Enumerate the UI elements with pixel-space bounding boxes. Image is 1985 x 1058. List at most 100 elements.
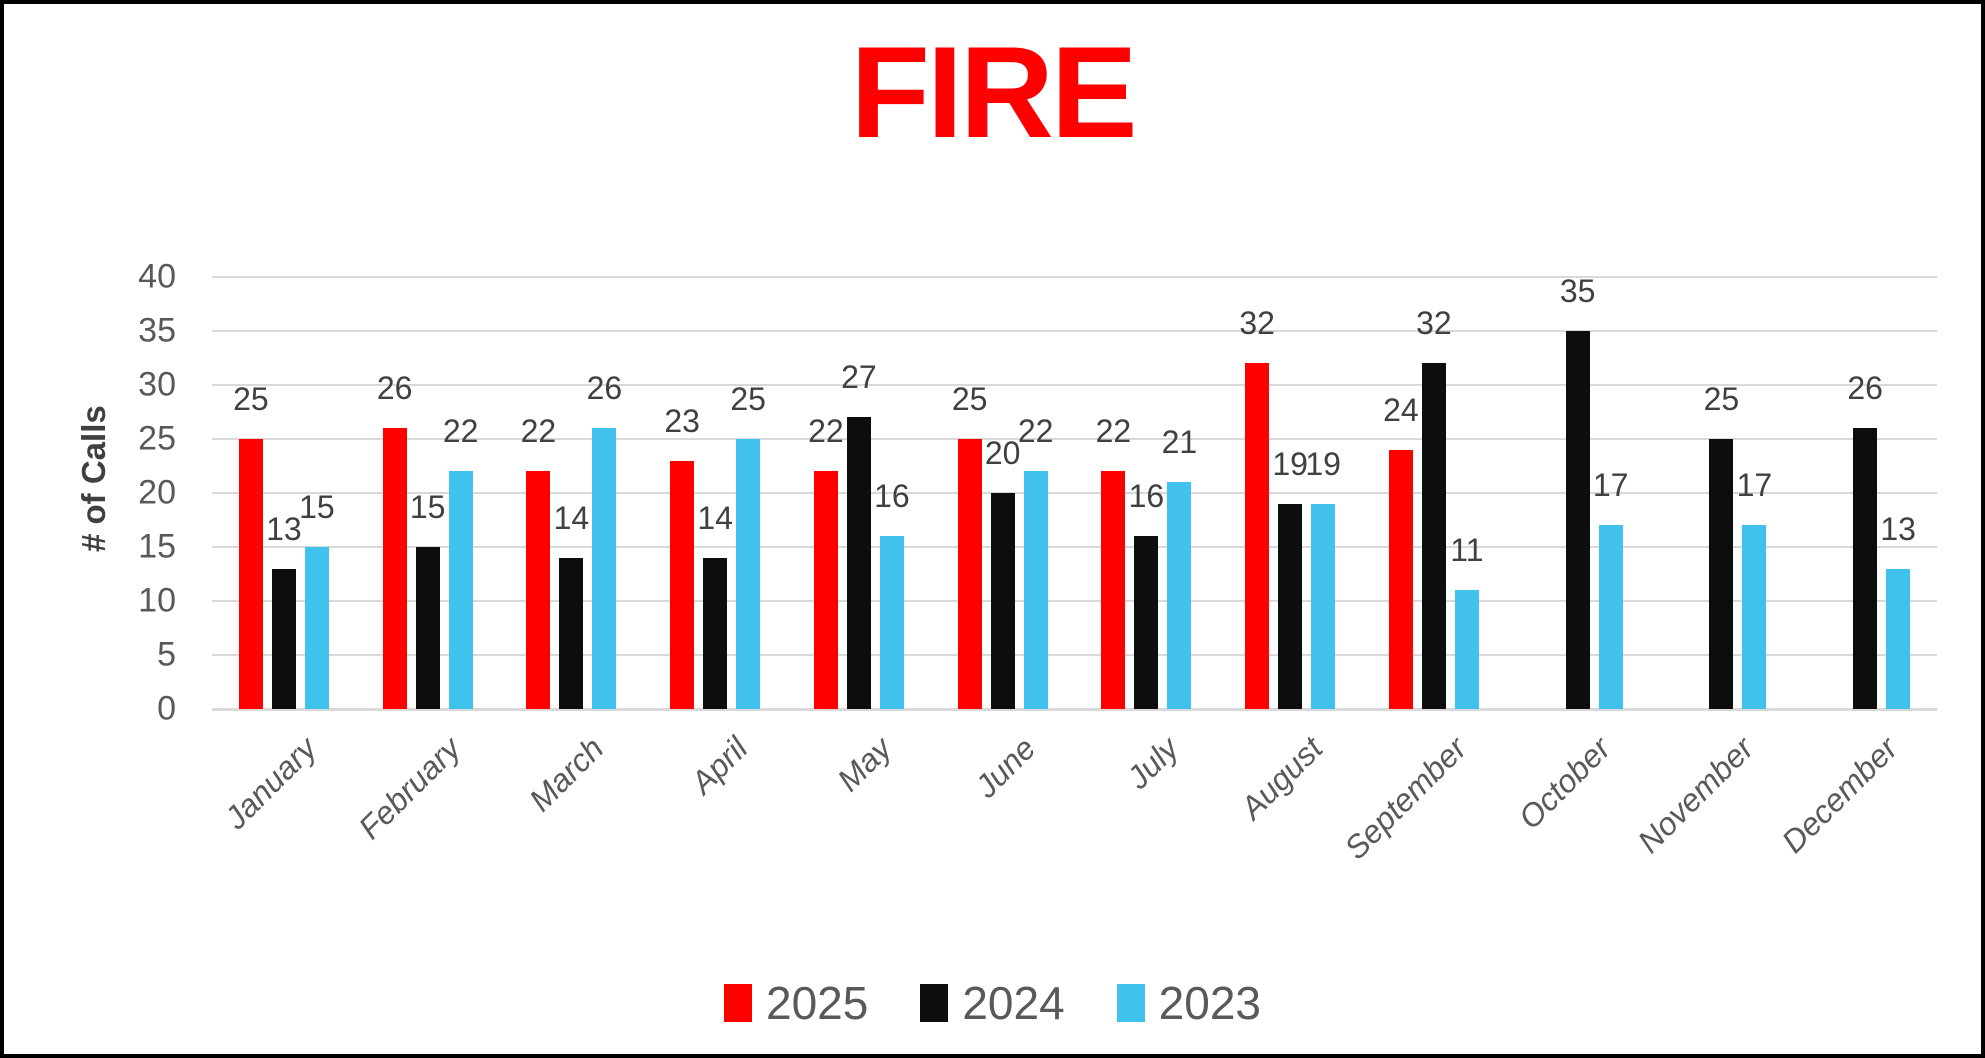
legend-item-2024: 2024 <box>920 977 1065 1029</box>
x-axis-label-april: April <box>683 730 755 801</box>
x-axis-label-november: November <box>1630 730 1761 860</box>
bar-2025-september <box>1388 449 1413 709</box>
y-tick-label-10: 10 <box>138 581 176 620</box>
y-tick-label-20: 20 <box>138 473 176 512</box>
bar-2024-may <box>846 417 871 709</box>
x-axis-label-june: June <box>967 730 1043 805</box>
bar-value-2025-july: 22 <box>1095 413 1132 450</box>
legend-item-2025: 2025 <box>723 977 869 1029</box>
gridline-0 <box>212 708 1937 711</box>
bar-value-2024-march: 14 <box>553 499 590 536</box>
bar-2023-december <box>1886 568 1911 709</box>
bar-2023-september <box>1454 590 1479 709</box>
legend: 2025 2024 2023 <box>4 980 1981 1026</box>
bar-2024-september <box>1421 363 1446 709</box>
bar-2024-november <box>1709 439 1734 709</box>
y-tick-label-0: 0 <box>157 689 176 728</box>
bar-value-2025-august: 32 <box>1239 305 1275 342</box>
bar-value-2024-december: 26 <box>1847 370 1883 407</box>
bar-value-2023-august: 19 <box>1305 445 1341 482</box>
x-axis-label-february: February <box>351 730 468 846</box>
legend-swatch-2023 <box>1116 984 1145 1022</box>
bar-value-2024-february: 15 <box>409 489 446 525</box>
bar-value-2023-march: 26 <box>586 370 623 407</box>
bar-2025-june <box>957 439 982 709</box>
bar-value-2023-february: 22 <box>442 413 479 450</box>
x-axis-label-january: January <box>217 730 324 836</box>
legend-item-2023: 2023 <box>1116 977 1262 1029</box>
x-axis-label-october: October <box>1511 730 1618 836</box>
bar-2025-march <box>526 471 551 709</box>
bar-value-2023-april: 25 <box>730 381 766 417</box>
bar-2023-april <box>736 439 761 709</box>
bar-value-2023-november: 17 <box>1736 467 1773 504</box>
bar-value-2023-september: 11 <box>1450 532 1484 569</box>
bar-value-2024-january: 13 <box>266 510 302 547</box>
legend-swatch-2024 <box>920 984 949 1022</box>
bar-value-2023-july: 21 <box>1161 424 1198 461</box>
bar-2025-may <box>813 471 838 709</box>
x-axis-label-july: July <box>1120 730 1186 796</box>
gridline-30 <box>212 384 1937 386</box>
bar-2023-may <box>879 536 904 709</box>
bar-value-2024-may: 27 <box>841 359 877 396</box>
bar-value-2024-july: 16 <box>1128 478 1165 515</box>
chart-title: FIRE <box>850 19 1137 165</box>
bar-2024-april <box>703 557 728 709</box>
gridline-10 <box>212 600 1937 602</box>
bar-value-2025-february: 26 <box>376 370 413 407</box>
bar-2023-august <box>1311 503 1336 709</box>
legend-label-2023: 2023 <box>1158 977 1262 1029</box>
bar-value-2024-april: 14 <box>697 499 733 536</box>
bar-2023-march <box>592 428 617 709</box>
bar-value-2023-june: 22 <box>1017 413 1054 450</box>
legend-label-2025: 2025 <box>765 977 869 1029</box>
bar-2023-october <box>1598 525 1623 709</box>
legend-swatch-2025 <box>723 984 752 1022</box>
y-tick-label-25: 25 <box>138 419 176 458</box>
y-tick-label-5: 5 <box>157 635 176 674</box>
y-tick-label-40: 40 <box>138 257 176 296</box>
y-tick-label-15: 15 <box>138 527 176 566</box>
bar-value-2025-january: 25 <box>233 381 269 417</box>
bar-2024-october <box>1565 331 1590 709</box>
bar-2025-july <box>1101 471 1126 709</box>
bar-value-2025-march: 22 <box>520 413 557 450</box>
bar-value-2024-november: 25 <box>1703 381 1740 417</box>
bar-value-2023-october: 17 <box>1592 467 1629 504</box>
bar-2025-august <box>1245 363 1270 709</box>
bar-value-2025-april: 23 <box>664 402 700 439</box>
bar-value-2025-june: 25 <box>951 381 988 417</box>
y-tick-label-30: 30 <box>138 365 176 404</box>
bar-2023-july <box>1167 482 1192 709</box>
bar-value-2023-may: 16 <box>874 478 910 515</box>
x-axis-label-march: March <box>522 730 611 819</box>
bar-2024-august <box>1278 503 1303 709</box>
gridline-20 <box>212 492 1937 494</box>
bar-2023-february <box>448 471 473 709</box>
bar-2024-march <box>559 557 584 709</box>
bar-value-2025-may: 22 <box>808 413 844 450</box>
bar-2025-february <box>382 428 407 709</box>
legend-label-2024: 2024 <box>962 977 1065 1029</box>
bar-value-2023-january: 15 <box>299 489 335 525</box>
bar-value-2023-december: 13 <box>1880 510 1916 547</box>
x-axis-label-august: August <box>1233 730 1330 826</box>
gridline-5 <box>212 654 1937 656</box>
plot-area: 0 5 10 15 20 25 30 35 40 25 13 15 January 26 15 22 Febru… <box>4 4 1981 1054</box>
bar-2024-july <box>1134 536 1159 709</box>
bar-2023-january <box>304 547 329 709</box>
bar-2024-june <box>990 493 1015 709</box>
bar-value-2024-august: 19 <box>1272 445 1308 482</box>
bar-2024-january <box>271 568 296 709</box>
bar-2023-november <box>1742 525 1767 709</box>
x-axis-label-december: December <box>1774 730 1905 860</box>
bar-value-2024-june: 20 <box>984 435 1021 471</box>
bar-2023-june <box>1023 471 1048 709</box>
bar-2024-december <box>1853 428 1878 709</box>
y-tick-label-35: 35 <box>138 311 176 350</box>
bar-value-2025-september: 24 <box>1383 391 1419 428</box>
gridline-25 <box>212 438 1937 440</box>
bar-2025-april <box>670 460 695 709</box>
